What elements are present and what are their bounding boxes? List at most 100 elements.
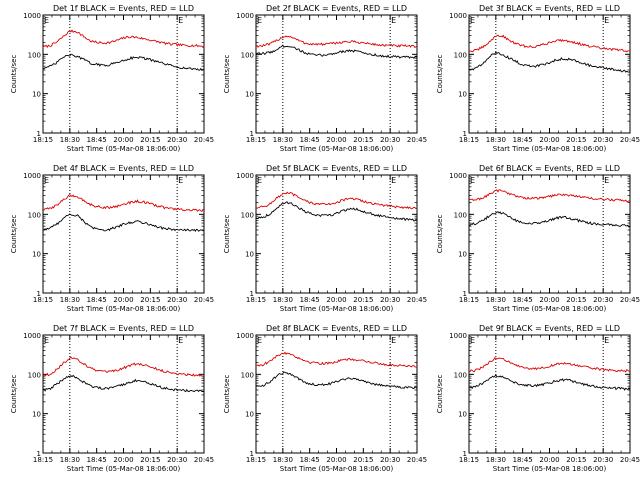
lld-series-line — [255, 191, 418, 210]
x-tick-label: 20:15 — [353, 456, 373, 464]
x-tick-label: 20:15 — [140, 136, 160, 144]
event-marker-label: E — [178, 336, 183, 345]
y-axis-label: Counts/sec — [436, 215, 444, 254]
plot-frame — [42, 334, 205, 454]
x-axis-label: Start Time (05-Mar-08 18:06:00) — [280, 465, 394, 473]
lld-series-line — [42, 194, 205, 213]
panel-title: Det 2f BLACK = Events, RED = LLD — [266, 4, 407, 13]
event-marker-label: E — [604, 16, 609, 25]
x-tick-label: 18:30 — [60, 136, 80, 144]
events-series-line — [255, 201, 418, 222]
y-tick-label: 100 — [454, 371, 467, 379]
y-tick-label: 10 — [458, 91, 467, 99]
y-axis-label: Counts/sec — [223, 215, 231, 254]
x-tick-label: 18:15 — [33, 296, 53, 304]
events-series-line — [255, 371, 418, 390]
events-series-line — [42, 213, 204, 233]
plot-frame — [255, 14, 418, 134]
x-tick-label: 18:30 — [273, 456, 293, 464]
detector-panel-2: Det 2f BLACK = Events, RED = LLD 1 10 100 10… — [223, 4, 427, 153]
y-tick-label: 100 — [241, 51, 254, 59]
event-marker-label: E — [604, 336, 609, 345]
events-series-line — [468, 373, 631, 391]
x-tick-label: 20:45 — [620, 456, 640, 464]
x-axis-label: Start Time (05-Mar-08 18:06:00) — [67, 305, 181, 313]
event-marker-label: E — [178, 176, 183, 185]
lld-series-line — [468, 356, 631, 373]
y-tick-label: 1 — [463, 450, 467, 458]
x-tick-label: 18:30 — [273, 296, 293, 304]
y-tick-label: 1000 — [23, 332, 41, 340]
panel-title: Det 6f BLACK = Events, RED = LLD — [479, 164, 620, 173]
x-tick-label: 18:45 — [300, 456, 320, 464]
x-tick-label: 20:45 — [407, 456, 427, 464]
x-tick-label: 20:45 — [407, 296, 427, 304]
x-tick-label: 20:45 — [194, 136, 214, 144]
x-axis-label: Start Time (05-Mar-08 18:06:00) — [493, 465, 607, 473]
x-tick-label: 20:00 — [326, 136, 346, 144]
x-tick-label: 18:15 — [459, 296, 479, 304]
x-tick-label: 18:45 — [513, 296, 533, 304]
event-marker-label: E — [470, 336, 475, 345]
detector-panel-6: Det 6f BLACK = Events, RED = LLD 1 10 100 10… — [436, 164, 640, 313]
x-tick-label: 20:00 — [326, 296, 346, 304]
lld-series-line — [255, 351, 418, 368]
event-marker-label: E — [470, 16, 475, 25]
event-marker-label: E — [604, 176, 609, 185]
event-marker-label: E — [44, 16, 49, 25]
events-series-line — [468, 211, 631, 228]
y-tick-label: 1000 — [23, 172, 41, 180]
y-tick-label: 100 — [241, 371, 254, 379]
x-tick-label: 18:45 — [87, 136, 107, 144]
events-series-line — [468, 51, 631, 73]
events-series-line — [255, 44, 418, 59]
x-tick-label: 20:00 — [326, 456, 346, 464]
y-tick-label: 1000 — [23, 12, 41, 20]
x-tick-label: 20:00 — [539, 136, 559, 144]
x-tick-label: 18:15 — [33, 456, 53, 464]
x-tick-label: 20:15 — [353, 296, 373, 304]
x-tick-label: 20:15 — [140, 296, 160, 304]
x-tick-label: 20:30 — [380, 136, 400, 144]
y-tick-label: 1 — [463, 130, 467, 138]
x-tick-label: 18:30 — [486, 456, 506, 464]
x-axis-label: Start Time (05-Mar-08 18:06:00) — [67, 465, 181, 473]
y-tick-label: 1000 — [236, 332, 254, 340]
y-tick-label: 1 — [463, 290, 467, 298]
y-tick-label: 100 — [241, 211, 254, 219]
x-tick-label: 18:15 — [246, 136, 266, 144]
lld-series-line — [468, 34, 631, 53]
y-axis-label: Counts/sec — [223, 375, 231, 414]
panel-title: Det 4f BLACK = Events, RED = LLD — [53, 164, 194, 173]
x-tick-label: 20:30 — [380, 296, 400, 304]
x-tick-label: 18:15 — [246, 456, 266, 464]
event-marker-label: E — [391, 176, 396, 185]
event-marker-label: E — [257, 176, 262, 185]
x-tick-label: 20:15 — [353, 136, 373, 144]
x-tick-label: 20:45 — [407, 136, 427, 144]
detector-panel-8: Det 8f BLACK = Events, RED = LLD 1 10 100 10… — [223, 324, 427, 473]
x-tick-label: 20:45 — [620, 136, 640, 144]
x-tick-label: 20:30 — [593, 456, 613, 464]
lld-series-line — [468, 189, 631, 203]
x-tick-label: 20:15 — [566, 296, 586, 304]
y-tick-label: 10 — [245, 91, 254, 99]
event-marker-label: E — [44, 176, 49, 185]
x-axis-label: Start Time (05-Mar-08 18:06:00) — [280, 145, 394, 153]
event-marker-label: E — [44, 336, 49, 345]
x-tick-label: 18:30 — [60, 456, 80, 464]
x-tick-label: 20:45 — [620, 296, 640, 304]
event-marker-label: E — [257, 336, 262, 345]
panel-title: Det 7f BLACK = Events, RED = LLD — [53, 324, 194, 333]
x-tick-label: 20:00 — [539, 456, 559, 464]
y-axis-label: Counts/sec — [10, 375, 18, 414]
x-tick-label: 18:45 — [300, 296, 320, 304]
y-tick-label: 1 — [250, 450, 254, 458]
y-tick-label: 1000 — [449, 332, 467, 340]
x-tick-label: 18:30 — [486, 136, 506, 144]
y-tick-label: 1 — [37, 130, 41, 138]
lld-series-line — [42, 356, 205, 377]
panel-title: Det 5f BLACK = Events, RED = LLD — [266, 164, 407, 173]
x-axis-label: Start Time (05-Mar-08 18:06:00) — [493, 145, 607, 153]
x-tick-label: 18:15 — [246, 296, 266, 304]
